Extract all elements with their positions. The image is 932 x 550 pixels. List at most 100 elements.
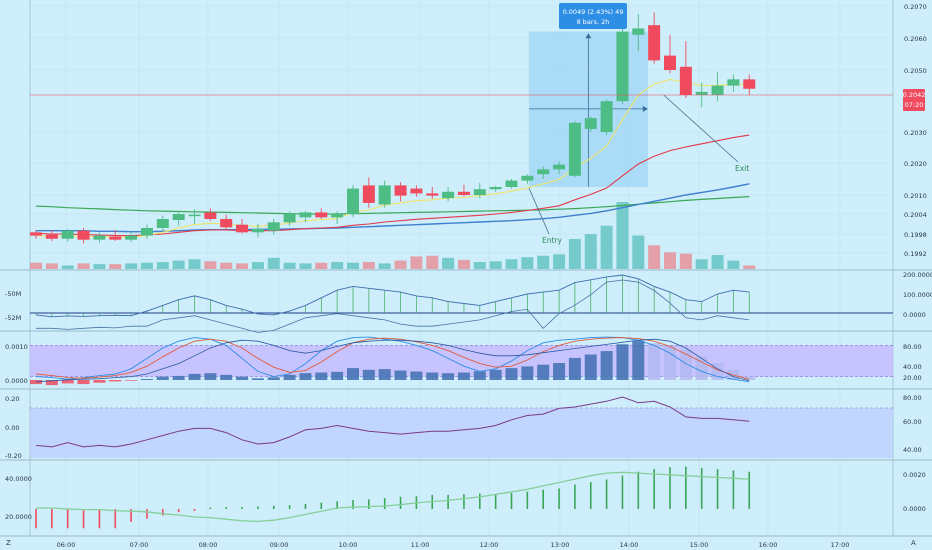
price-axis[interactable]: 0.2070 0.2060 0.2050 0.2030 0.2020 0.2010 0.20… <box>904 3 927 258</box>
candle-body <box>251 229 264 233</box>
osc2-hist-bar <box>648 343 661 380</box>
candle-body <box>521 175 534 181</box>
osc2-hist-bar <box>283 374 296 380</box>
volume-bar <box>251 262 264 269</box>
osc3-left-tick: 0.20 <box>5 395 19 403</box>
candle-body <box>632 28 645 35</box>
time-axis[interactable]: 06:00 07:00 08:00 09:00 10:00 11:00 12:00 13:00… <box>57 541 850 549</box>
volume-bars <box>30 202 756 269</box>
candle-body <box>188 214 201 217</box>
volume-bar <box>521 257 534 269</box>
osc2-hist-bar <box>473 371 486 380</box>
osc2-hist-bar <box>362 369 375 380</box>
candle-body <box>695 91 708 95</box>
candle-body <box>45 234 58 239</box>
osc2-hist-bar <box>347 368 359 380</box>
osc2-hist-bar <box>204 373 217 380</box>
osc3-left-tick: -0.20 <box>5 452 22 460</box>
candle-body <box>584 118 597 129</box>
volume-bar <box>616 202 629 269</box>
osc2-hist-bar <box>426 372 439 380</box>
measure-label[interactable]: 0.0049 (2.43%) 49 8 bars, 2h <box>559 3 627 29</box>
oscillator-pane-4 <box>35 466 751 529</box>
volume-bar <box>426 255 439 269</box>
candle-body <box>442 191 455 199</box>
candle-body <box>426 193 439 196</box>
osc2-hist-bar <box>267 377 280 380</box>
volume-bar <box>362 262 375 269</box>
osc2-right-tick: 80.00 <box>903 343 922 351</box>
candle-body <box>648 25 661 61</box>
volume-bar <box>695 259 708 269</box>
volume-bar <box>648 245 661 269</box>
price-tick-label: 0.2010 <box>904 192 927 200</box>
osc2-hist-bar <box>220 374 233 380</box>
left-oscillator-axes: -50M -52M 0.0010 0.0000 0.20 0.00 -0.20 40.0000… <box>5 290 32 521</box>
osc2-hist-bar <box>632 340 645 380</box>
osc2-hist-bar <box>251 378 264 380</box>
osc2-hist-bar <box>457 372 470 380</box>
last-price-badge <box>903 89 925 111</box>
osc1-left-tick: -50M <box>5 290 21 298</box>
volume-bar <box>679 253 692 269</box>
osc2-hist-bar <box>600 351 613 380</box>
candle-body <box>743 79 756 89</box>
osc1-right-tick: 200.0000 <box>903 271 932 279</box>
candle-body <box>679 66 692 95</box>
last-price-value: 0.2042 <box>903 91 926 99</box>
osc3-right-tick: 60.00 <box>903 418 922 426</box>
osc4-line <box>36 471 750 523</box>
osc2-hist-bar <box>315 372 328 380</box>
osc2-hist-bar <box>679 349 692 380</box>
osc2-right-tick: 40.00 <box>903 363 922 371</box>
last-price-tag: 0.2042 07:20 <box>903 89 926 111</box>
right-oscillator-axes: 200.0000 100.0000 0.0000 80.00 40.00 20.00 80.… <box>903 271 932 513</box>
osc2-hist-bar <box>77 380 90 385</box>
osc2-left-tick: 0.0010 <box>5 343 28 351</box>
volume-bar <box>93 264 106 269</box>
osc4-right-tick: 0.0000 <box>903 505 926 513</box>
candle-body <box>711 85 724 95</box>
candle-body <box>172 214 185 220</box>
time-tick-label: 11:00 <box>411 541 430 549</box>
entry-annotation-arrow <box>528 187 550 235</box>
volume-bar <box>204 261 217 269</box>
volume-bar <box>30 262 42 269</box>
volume-bar <box>442 257 455 269</box>
candle-body <box>505 180 518 187</box>
osc2-hist-bar <box>695 356 708 380</box>
osc2-hist-bar <box>140 378 153 380</box>
time-tick-label: 16:00 <box>759 541 778 549</box>
time-tick-label: 12:00 <box>480 541 499 549</box>
candle-body <box>331 214 344 218</box>
entry-annotation-label: Entry <box>542 236 563 245</box>
osc2-hist-bar <box>505 368 518 380</box>
volume-bar <box>45 263 58 269</box>
osc1-left-tick: -52M <box>5 314 21 322</box>
osc1-line-2 <box>36 279 750 333</box>
candle-body <box>283 214 296 223</box>
osc2-hist-bar <box>442 373 455 380</box>
osc2-left-tick: 0.0000 <box>5 377 28 385</box>
volume-bar <box>109 264 122 269</box>
volume-bar <box>505 259 518 269</box>
corner-label-left[interactable]: Z <box>6 539 11 547</box>
volume-bar <box>299 263 312 269</box>
volume-bar <box>394 260 407 269</box>
volume-bar <box>140 262 153 269</box>
osc4-right-tick: 0.0020 <box>903 471 926 479</box>
osc2-hist-bar <box>172 375 185 380</box>
candle-body <box>140 228 153 236</box>
osc2-hist-bar <box>331 371 344 380</box>
osc2-hist-bar <box>553 363 566 380</box>
price-tick-label: 0.2050 <box>904 67 927 75</box>
price-tick-label: 0.2004 <box>904 211 927 219</box>
volume-bar <box>267 257 280 269</box>
time-tick-label: 15:00 <box>690 541 709 549</box>
corner-label-right[interactable]: A <box>911 539 916 547</box>
measure-label-line1: 0.0049 (2.43%) 49 <box>563 8 624 16</box>
osc2-hist-bar <box>616 344 629 380</box>
osc2-hist-bar <box>61 380 74 384</box>
